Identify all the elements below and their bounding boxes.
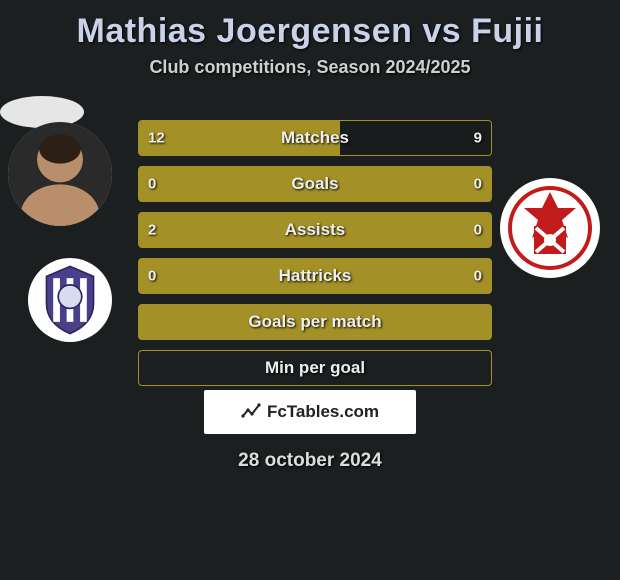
stat-row: Goals per match xyxy=(138,304,492,340)
stat-row: Matches129 xyxy=(138,120,492,156)
stat-value-left: 0 xyxy=(148,176,156,193)
stat-row: Min per goal xyxy=(138,350,492,386)
bar-right-fill xyxy=(340,121,491,155)
stat-bar xyxy=(138,304,492,340)
stat-value-right: 0 xyxy=(474,268,482,285)
brand-tag: FcTables.com xyxy=(204,390,416,434)
stat-row: Hattricks00 xyxy=(138,258,492,294)
stat-value-left: 12 xyxy=(148,130,165,147)
stat-value-right: 0 xyxy=(474,222,482,239)
club-left-crest xyxy=(28,258,112,342)
stat-bar xyxy=(138,212,492,248)
bar-left-fill xyxy=(139,121,340,155)
chart-date: 28 october 2024 xyxy=(0,450,620,472)
stat-row: Assists20 xyxy=(138,212,492,248)
stat-value-right: 0 xyxy=(474,176,482,193)
stat-bar xyxy=(138,166,492,202)
stat-row: Goals00 xyxy=(138,166,492,202)
stat-value-left: 2 xyxy=(148,222,156,239)
stat-bar xyxy=(138,350,492,386)
stat-value-left: 0 xyxy=(148,268,156,285)
stat-bar xyxy=(138,258,492,294)
player-left-avatar xyxy=(8,122,112,226)
brand-label: FcTables.com xyxy=(267,402,379,422)
bar-left-fill xyxy=(139,213,491,247)
subtitle: Club competitions, Season 2024/2025 xyxy=(0,57,620,96)
chart-icon xyxy=(241,402,261,422)
stat-value-right: 9 xyxy=(474,130,482,147)
club-right-crest xyxy=(500,178,600,278)
stat-bar xyxy=(138,120,492,156)
comparison-chart: Matches129Goals00Assists20Hattricks00Goa… xyxy=(138,120,492,396)
page-title: Mathias Joergensen vs Fujii xyxy=(0,0,620,57)
